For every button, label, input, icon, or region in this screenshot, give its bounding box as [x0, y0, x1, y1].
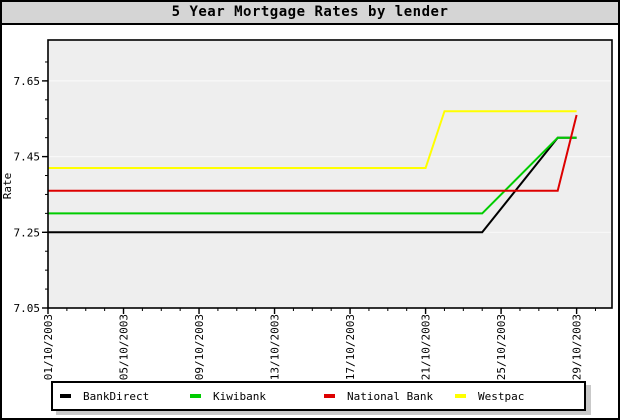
series-line-westpac	[48, 110, 577, 169]
legend-label: BankDirect	[83, 389, 150, 403]
x-tick-label: 09/10/2003	[193, 314, 206, 380]
x-tick-label: 13/10/2003	[269, 314, 282, 380]
x-tick-label: 17/10/2003	[344, 314, 357, 380]
legend-swatch-westpac	[455, 394, 466, 398]
legend-label: National Bank	[347, 389, 434, 403]
legend-box: BankDirect Kiwibank National Bank Westpac	[51, 381, 586, 411]
legend-item-national-bank: National Bank	[324, 383, 433, 409]
y-axis-title: Rate	[2, 173, 14, 200]
legend-item-westpac: Westpac	[455, 383, 524, 409]
series-line-kiwibank	[48, 136, 577, 215]
legend-label: Kiwibank	[213, 389, 266, 403]
legend-label: Westpac	[478, 389, 525, 403]
x-tick-label: 21/10/2003	[420, 314, 433, 380]
series-line-national-bank	[48, 114, 578, 192]
plot-border	[47, 39, 613, 309]
legend-swatch-national-bank	[324, 394, 335, 398]
x-tick-label: 05/10/2003	[118, 314, 131, 380]
legend-item-kiwibank: Kiwibank	[190, 383, 266, 409]
x-tick-label: 25/10/2003	[495, 314, 508, 380]
y-tick-label: 7.05	[14, 302, 41, 315]
chart-title-bar: 5 Year Mortgage Rates by lender	[2, 2, 618, 25]
chart-canvas: 7.05 7.25 7.45 7.65 01/10/2003 05/10/2003 09/1…	[2, 39, 613, 380]
legend-item-bankdirect: BankDirect	[60, 383, 149, 409]
y-tick-label: 7.25	[14, 226, 41, 239]
plot-area	[48, 40, 612, 308]
y-tick-label: 7.65	[14, 75, 41, 88]
y-tick-label: 7.45	[14, 151, 41, 164]
figure-area: 7.05 7.25 7.45 7.65 01/10/2003 05/10/2003 09/1…	[2, 25, 618, 418]
x-tick-label: 01/10/2003	[42, 314, 55, 380]
legend-swatch-bankdirect	[60, 394, 71, 398]
chart-title: 5 Year Mortgage Rates by lender	[171, 4, 449, 20]
legend-swatch-kiwibank	[190, 394, 201, 398]
x-tick-label: 29/10/2003	[571, 314, 584, 380]
